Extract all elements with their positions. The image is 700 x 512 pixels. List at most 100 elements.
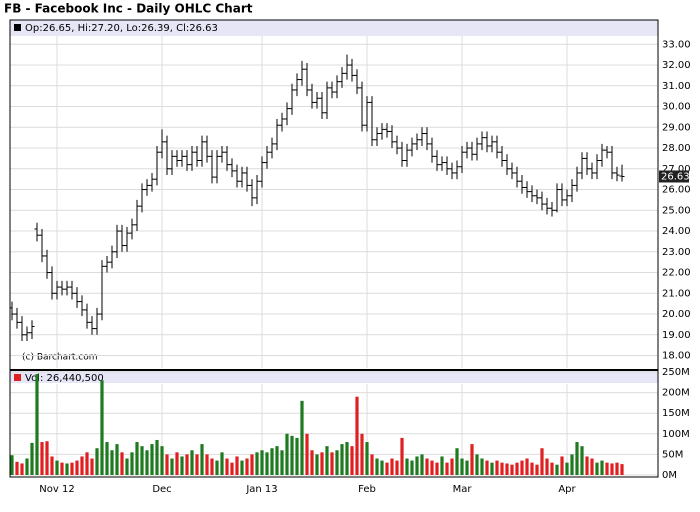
volume-bar	[530, 462, 534, 475]
volume-bar	[355, 396, 359, 475]
volume-bar	[340, 444, 344, 475]
volume-bar	[385, 462, 389, 475]
price-swatch	[14, 24, 21, 31]
volume-bar	[450, 458, 454, 475]
y-tick-label: 21.00	[662, 288, 691, 299]
volume-bar	[475, 454, 479, 475]
y2-tick-label: 150M	[662, 408, 690, 419]
plot: 18.00 19.00 20.00 21.00 22.00 23.00 24.00 25.00…	[9, 36, 691, 495]
volume-bar	[325, 446, 329, 475]
volume-bar	[330, 452, 334, 475]
volume-bar	[610, 463, 614, 475]
volume-bar	[310, 450, 314, 475]
volume-bar	[275, 446, 279, 475]
volume-bar	[395, 460, 399, 475]
y-tick-label: 23.00	[662, 247, 691, 258]
volume-bar	[280, 450, 284, 475]
volume-bar	[425, 458, 429, 475]
volume-bar	[80, 456, 84, 475]
volume-bar	[200, 444, 204, 475]
y-tick-label: 32.00	[662, 60, 691, 71]
volume-bar	[570, 454, 574, 475]
volume-bar	[320, 452, 324, 475]
volume-bar	[375, 458, 379, 475]
volume-bar	[125, 458, 129, 475]
volume-label: Vol: 26,440,500	[25, 373, 104, 384]
y-tick-label: 19.00	[662, 330, 691, 341]
volume-bar	[100, 380, 104, 475]
volume-bar	[590, 458, 594, 475]
volume-bar	[215, 460, 219, 475]
volume-bar	[285, 433, 289, 475]
volume-bar	[205, 454, 209, 475]
volume-bar	[515, 462, 519, 475]
y2-tick-label: 200M	[662, 388, 690, 399]
y-tick-label: 22.00	[662, 268, 691, 279]
volume-bar	[55, 460, 59, 475]
volume-bar	[365, 442, 369, 475]
volume-bar	[535, 464, 539, 475]
volume-bar	[15, 461, 19, 475]
volume-bar	[575, 442, 579, 475]
volume-bar	[430, 460, 434, 475]
volume-bar	[245, 458, 249, 475]
volume-bar	[615, 462, 619, 475]
volume-bar	[510, 464, 514, 475]
x-tick-label: Apr	[558, 484, 576, 495]
volume-bar	[130, 452, 134, 475]
volume-bar	[35, 374, 39, 475]
volume-bar	[410, 460, 414, 475]
volume-bar	[250, 454, 254, 475]
volume-bar	[525, 458, 529, 475]
volume-bar	[345, 442, 349, 475]
volume-bar	[40, 442, 44, 475]
volume-bar	[445, 462, 449, 475]
volume-bar	[490, 462, 494, 475]
volume-bar	[45, 441, 49, 475]
volume-bar	[485, 460, 489, 475]
volume-bar	[565, 462, 569, 475]
volume-bar	[110, 450, 114, 475]
volume-bar	[390, 458, 394, 475]
volume-bar	[460, 458, 464, 475]
volume-bar	[595, 462, 599, 475]
volume-strip	[10, 371, 658, 383]
volume-bar	[90, 458, 94, 475]
volume-bar	[95, 448, 99, 475]
volume-bar	[415, 456, 419, 475]
volume-bar	[315, 454, 319, 475]
volume-swatch	[14, 374, 21, 381]
volume-bar	[115, 444, 119, 475]
volume-bar	[350, 446, 354, 475]
volume-bar	[555, 464, 559, 475]
volume-bar	[270, 448, 274, 475]
y-tick-label: 27.00	[662, 164, 691, 175]
chart-title: FB - Facebook Inc - Daily OHLC Chart	[4, 2, 253, 16]
volume-bar	[505, 463, 509, 475]
volume-bar	[185, 454, 189, 475]
last-price-label: 26.63	[661, 171, 690, 182]
volume-bar	[20, 463, 24, 475]
volume-bar	[335, 450, 339, 475]
volume-bar	[155, 439, 159, 475]
volume-bar	[135, 442, 139, 475]
volume-bar	[380, 460, 384, 475]
y2-tick-label: 250M	[662, 367, 690, 378]
volume-bar	[225, 458, 229, 475]
volume-bar	[190, 450, 194, 475]
volume-bar	[370, 454, 374, 475]
volume-bar	[305, 433, 309, 475]
y-tick-label: 20.00	[662, 309, 691, 320]
volume-bar	[65, 463, 69, 475]
volume-bar	[400, 437, 404, 475]
volume-bar	[165, 454, 169, 475]
volume-bar	[75, 460, 79, 475]
volume-bar	[420, 454, 424, 475]
volume-bar	[85, 452, 89, 475]
volume-bar	[295, 437, 299, 475]
volume-bar	[140, 446, 144, 475]
volume-bar	[585, 456, 589, 475]
volume-bar	[495, 460, 499, 475]
volume-bar	[435, 462, 439, 475]
